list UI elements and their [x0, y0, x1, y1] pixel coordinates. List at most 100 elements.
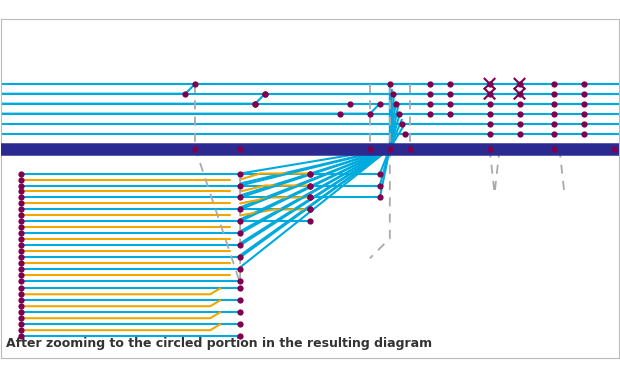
- Point: [305, 218, 315, 224]
- Point: [549, 101, 559, 107]
- Point: [235, 230, 245, 236]
- Point: [16, 224, 25, 230]
- Point: [445, 111, 454, 117]
- Point: [16, 327, 25, 333]
- Point: [16, 212, 25, 218]
- Point: [549, 91, 559, 97]
- Point: [445, 101, 454, 107]
- Point: [235, 309, 245, 315]
- Point: [549, 81, 559, 87]
- Point: [16, 266, 25, 272]
- Point: [16, 285, 25, 291]
- Point: [580, 130, 590, 136]
- Point: [235, 182, 245, 188]
- Point: [485, 111, 495, 117]
- Point: [16, 236, 25, 242]
- Point: [580, 101, 590, 107]
- Point: [16, 309, 25, 315]
- Point: [385, 81, 395, 87]
- Point: [305, 207, 315, 213]
- Point: [16, 291, 25, 297]
- Point: [549, 130, 559, 136]
- Point: [609, 146, 619, 152]
- Point: [190, 81, 200, 87]
- Point: [425, 81, 435, 87]
- Point: [397, 121, 407, 127]
- Point: [235, 195, 245, 201]
- Point: [375, 182, 385, 188]
- Point: [580, 111, 590, 117]
- Point: [235, 254, 245, 261]
- Point: [16, 201, 25, 207]
- Point: [235, 218, 245, 224]
- Point: [16, 272, 25, 278]
- Point: [16, 207, 25, 213]
- Point: [16, 321, 25, 327]
- Point: [16, 297, 25, 303]
- Point: [16, 260, 25, 266]
- Point: [515, 81, 525, 87]
- Point: [305, 195, 315, 201]
- Point: [391, 101, 401, 107]
- Point: [549, 111, 559, 117]
- Point: [365, 111, 375, 117]
- Text: After zooming to the circled portion in the resulting diagram: After zooming to the circled portion in …: [6, 337, 432, 350]
- Point: [16, 242, 25, 248]
- Point: [235, 242, 245, 248]
- Point: [235, 285, 245, 291]
- Point: [515, 111, 525, 117]
- Point: [16, 254, 25, 261]
- Point: [485, 101, 495, 107]
- Point: [16, 230, 25, 236]
- Point: [485, 81, 495, 87]
- Point: [445, 91, 454, 97]
- Point: [16, 188, 25, 195]
- Point: [235, 207, 245, 213]
- Point: [16, 218, 25, 224]
- Point: [16, 333, 25, 339]
- Point: [235, 321, 245, 327]
- Point: [16, 248, 25, 254]
- Point: [16, 195, 25, 201]
- Point: [580, 121, 590, 127]
- Point: [549, 121, 559, 127]
- Point: [305, 182, 315, 188]
- Point: [425, 111, 435, 117]
- Point: [16, 176, 25, 182]
- Point: [305, 170, 315, 176]
- Point: [305, 170, 315, 176]
- Point: [190, 146, 200, 152]
- Point: [235, 266, 245, 272]
- Point: [515, 101, 525, 107]
- Point: [16, 170, 25, 176]
- Point: [235, 146, 245, 152]
- Point: [260, 91, 270, 97]
- Point: [375, 170, 385, 176]
- Point: [16, 182, 25, 188]
- Point: [388, 91, 398, 97]
- Point: [16, 278, 25, 284]
- Point: [235, 333, 245, 339]
- Point: [485, 146, 495, 152]
- Point: [445, 81, 454, 87]
- Point: [305, 195, 315, 201]
- Point: [549, 146, 559, 152]
- Point: [335, 111, 345, 117]
- Point: [425, 101, 435, 107]
- Point: [345, 101, 355, 107]
- Point: [485, 130, 495, 136]
- Point: [405, 146, 415, 152]
- Point: [515, 121, 525, 127]
- Point: [515, 91, 525, 97]
- Point: [400, 130, 410, 136]
- Point: [375, 101, 385, 107]
- Point: [425, 91, 435, 97]
- Point: [580, 91, 590, 97]
- Point: [485, 91, 495, 97]
- Point: [250, 101, 260, 107]
- Point: [394, 111, 404, 117]
- Point: [385, 146, 395, 152]
- Point: [515, 130, 525, 136]
- Point: [250, 101, 260, 107]
- Point: [16, 303, 25, 309]
